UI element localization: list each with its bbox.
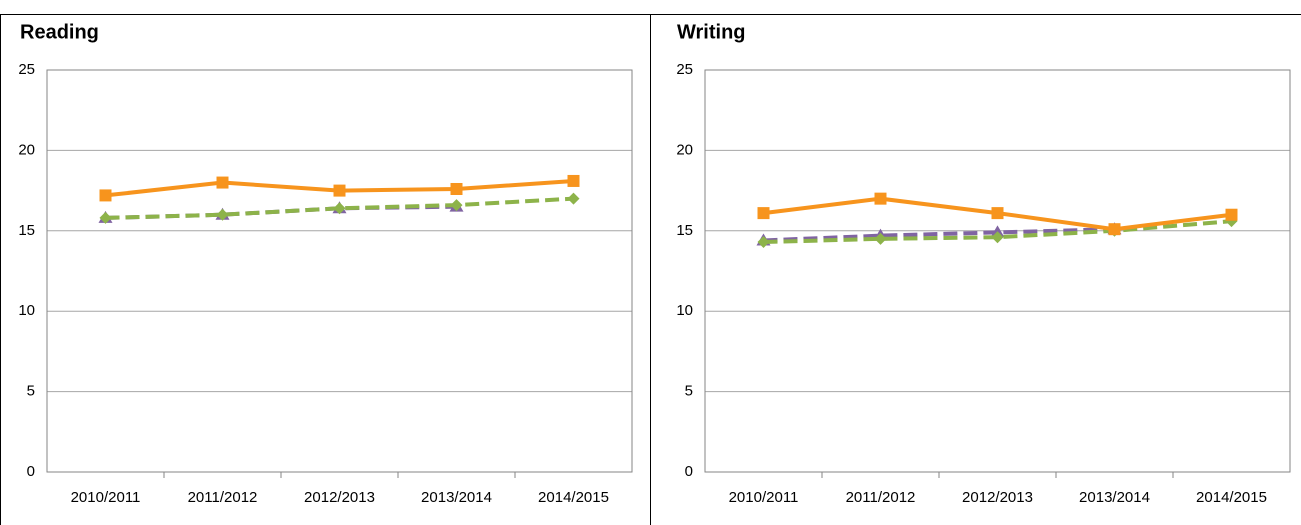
y-tick-label: 15	[676, 222, 693, 239]
panel-border	[0, 14, 651, 525]
x-tick-label: 2014/2015	[538, 489, 609, 506]
marker	[1225, 208, 1238, 221]
marker	[333, 202, 346, 215]
x-tick-label: 2012/2013	[962, 489, 1033, 506]
x-tick-label: 2013/2014	[421, 489, 492, 506]
y-tick-label: 10	[18, 302, 35, 319]
x-tick-label: 2011/2012	[188, 489, 258, 506]
marker	[333, 184, 346, 197]
series-line	[105, 196, 574, 220]
y-tick-label: 25	[18, 61, 35, 78]
y-tick-label: 25	[676, 61, 693, 78]
marker	[216, 176, 229, 189]
marker	[757, 236, 770, 249]
plot-border	[46, 69, 633, 473]
marker	[991, 207, 1004, 220]
marker	[450, 199, 463, 212]
marker	[99, 189, 112, 202]
y-tick-label: 5	[685, 383, 693, 400]
y-tick-label: 5	[27, 383, 35, 400]
y-tick-label: 20	[18, 141, 35, 158]
x-tick-label: 2012/2013	[304, 489, 375, 506]
y-tick-label: 20	[676, 141, 693, 158]
series-line	[763, 219, 1232, 245]
chart-title: Reading	[20, 21, 99, 43]
marker	[567, 174, 580, 187]
x-tick-label: 2013/2014	[1079, 489, 1150, 506]
marker	[99, 211, 112, 224]
marker	[216, 208, 229, 221]
plot-border	[704, 69, 1291, 473]
x-tick-label: 2010/2011	[729, 489, 799, 506]
chart-title: Writing	[677, 21, 746, 43]
y-tick-label: 0	[685, 463, 693, 480]
x-tick-label: 2010/2011	[71, 489, 141, 506]
marker	[1108, 223, 1121, 236]
x-tick-label: 2014/2015	[1196, 489, 1267, 506]
y-tick-label: 15	[18, 222, 35, 239]
y-tick-label: 10	[676, 302, 693, 319]
x-tick-label: 2011/2012	[846, 489, 916, 506]
marker	[874, 192, 887, 205]
marker	[567, 192, 580, 205]
series-line	[763, 227, 1115, 243]
panel-border	[650, 14, 1301, 525]
marker	[874, 232, 887, 245]
marker	[757, 207, 770, 220]
marker	[991, 231, 1004, 244]
y-tick-label: 0	[27, 463, 35, 480]
marker	[450, 182, 463, 195]
